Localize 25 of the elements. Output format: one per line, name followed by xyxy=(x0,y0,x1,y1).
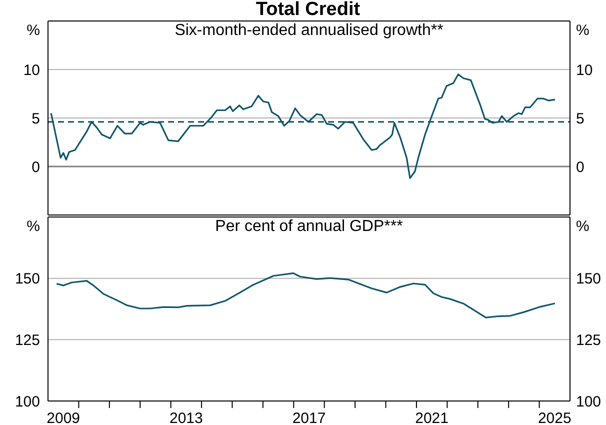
chart-title: Total Credit xyxy=(254,0,362,20)
y2-tick-label: 10 xyxy=(576,62,593,79)
y-tick-label: 125 xyxy=(14,332,40,349)
y2-tick-label: 150 xyxy=(576,270,602,288)
chart-subtitle: Six-month-ended annualised growth** xyxy=(174,22,444,40)
x-tick-label: 2009 xyxy=(46,410,80,425)
y-axis-title: % xyxy=(26,22,40,39)
y2-tick-label: 125 xyxy=(576,332,602,349)
x-tick-label: 2013 xyxy=(169,410,203,425)
y2-axis-title: % xyxy=(576,218,590,235)
line-series xyxy=(56,272,556,318)
y-tick-label: 10 xyxy=(23,62,40,79)
y2-axis-title: % xyxy=(576,22,590,39)
y-tick-label: 100 xyxy=(14,393,40,410)
y2-tick-label: 5 xyxy=(576,110,584,128)
y-tick-label: 150 xyxy=(14,270,40,288)
x-tick-label: 2025 xyxy=(538,410,572,425)
chart-subtitle: Per cent of annual GDP*** xyxy=(214,218,404,236)
y-tick-label: 5 xyxy=(32,110,40,128)
y-tick-label: 0 xyxy=(32,158,40,176)
x-tick-label: 2017 xyxy=(292,410,326,425)
x-tick-label: 2021 xyxy=(415,410,449,425)
y2-tick-label: 0 xyxy=(576,158,584,176)
y-axis-title: % xyxy=(26,218,40,235)
y2-tick-label: 100 xyxy=(576,393,602,410)
